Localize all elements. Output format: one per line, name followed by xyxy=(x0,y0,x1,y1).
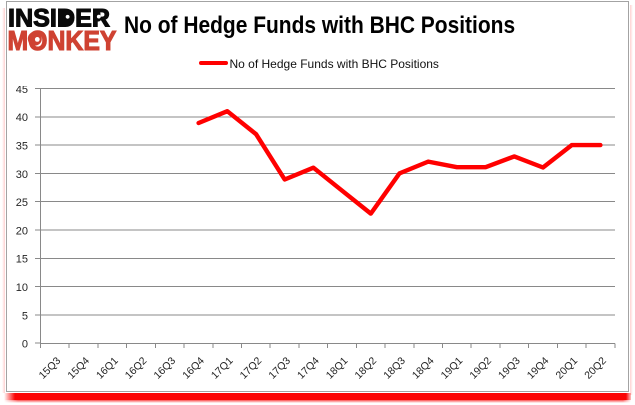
svg-text:19Q1: 19Q1 xyxy=(439,355,466,382)
svg-text:17Q4: 17Q4 xyxy=(295,355,322,382)
svg-text:15Q4: 15Q4 xyxy=(65,355,92,382)
svg-text:19Q3: 19Q3 xyxy=(496,355,523,382)
svg-text:0: 0 xyxy=(22,339,28,351)
svg-text:20: 20 xyxy=(16,225,28,237)
svg-text:15Q3: 15Q3 xyxy=(37,355,64,382)
svg-text:20Q1: 20Q1 xyxy=(554,355,581,382)
svg-text:19Q2: 19Q2 xyxy=(467,355,494,382)
svg-text:20Q2: 20Q2 xyxy=(582,355,609,382)
svg-text:17Q2: 17Q2 xyxy=(238,355,265,382)
svg-text:40: 40 xyxy=(16,112,28,124)
svg-text:5: 5 xyxy=(22,310,28,322)
svg-text:17Q3: 17Q3 xyxy=(266,355,293,382)
svg-text:15: 15 xyxy=(16,254,28,266)
svg-text:18Q1: 18Q1 xyxy=(324,355,351,382)
svg-text:35: 35 xyxy=(16,141,28,153)
svg-text:25: 25 xyxy=(16,197,28,209)
svg-text:16Q1: 16Q1 xyxy=(94,355,121,382)
svg-text:16Q4: 16Q4 xyxy=(180,355,207,382)
svg-text:17Q1: 17Q1 xyxy=(209,355,236,382)
svg-text:18Q4: 18Q4 xyxy=(410,355,437,382)
svg-text:18Q3: 18Q3 xyxy=(381,355,408,382)
svg-text:19Q4: 19Q4 xyxy=(525,355,552,382)
svg-text:45: 45 xyxy=(16,86,28,96)
svg-text:16Q3: 16Q3 xyxy=(151,355,178,382)
svg-text:18Q2: 18Q2 xyxy=(353,355,380,382)
svg-text:MONKEY: MONKEY xyxy=(8,25,117,56)
svg-text:30: 30 xyxy=(16,169,28,181)
svg-text:16Q2: 16Q2 xyxy=(123,355,150,382)
svg-text:10: 10 xyxy=(16,282,28,294)
